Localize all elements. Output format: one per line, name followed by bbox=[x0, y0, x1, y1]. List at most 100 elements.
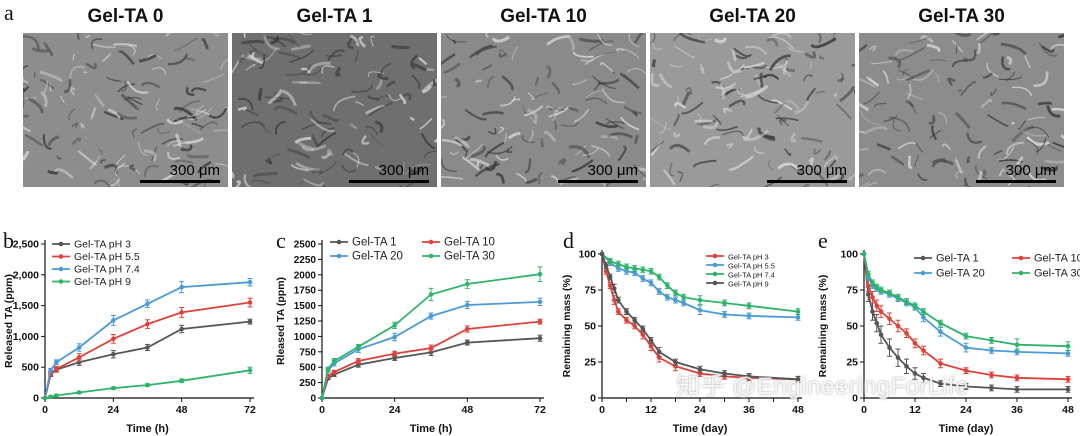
legend-marker bbox=[1018, 255, 1024, 261]
y-axis-label: Remaining mass (%) bbox=[817, 275, 829, 378]
data-point bbox=[648, 268, 654, 274]
x-axis-label: Time (day) bbox=[673, 423, 728, 435]
x-tick-label: 24 bbox=[389, 404, 401, 416]
data-point bbox=[428, 345, 434, 351]
data-point bbox=[624, 317, 629, 323]
x-tick-label: 12 bbox=[909, 404, 921, 416]
x-tick-label: 48 bbox=[461, 404, 473, 416]
scale-bar bbox=[140, 180, 220, 183]
sem-title-0: Gel-TA 0 bbox=[87, 6, 164, 27]
data-point bbox=[465, 281, 470, 287]
y-tick-label: 250 bbox=[299, 378, 316, 389]
data-point bbox=[870, 309, 875, 314]
data-point bbox=[624, 264, 629, 270]
data-point bbox=[640, 332, 646, 337]
sem-title-3: Gel-TA 20 bbox=[709, 6, 796, 27]
data-point bbox=[697, 307, 703, 313]
y-tick-label: 2,000 bbox=[13, 269, 39, 281]
y-axis-label: Rleased TA (ppm) bbox=[275, 277, 287, 365]
data-point bbox=[611, 286, 617, 291]
data-point bbox=[356, 344, 361, 350]
y-tick-label: 100 bbox=[578, 249, 596, 261]
data-point bbox=[963, 345, 969, 350]
data-point bbox=[179, 284, 184, 290]
legend-label: Gel-TA 30 bbox=[444, 251, 495, 263]
y-tick-label: 2,500 bbox=[13, 239, 39, 251]
data-point bbox=[795, 315, 801, 320]
data-point bbox=[1014, 375, 1020, 381]
data-point bbox=[1065, 387, 1071, 392]
legend-label: Gel-TA 10 bbox=[444, 237, 495, 249]
y-axis-label: Remaining mass (%) bbox=[561, 275, 573, 378]
y-tick-label: 1,500 bbox=[13, 300, 39, 312]
y-tick-label: 1750 bbox=[294, 286, 317, 297]
data-point bbox=[963, 384, 969, 389]
sem-title-2: Gel-TA 10 bbox=[500, 6, 587, 27]
data-point bbox=[465, 302, 470, 308]
sem-micrograph-2: 300 μm bbox=[441, 33, 646, 187]
data-point bbox=[648, 280, 654, 286]
x-tick-label: 0 bbox=[42, 404, 48, 416]
data-point bbox=[746, 374, 752, 379]
data-point bbox=[616, 309, 621, 314]
data-point bbox=[878, 309, 884, 314]
y-tick-label: 75 bbox=[584, 285, 596, 297]
legend-marker bbox=[920, 270, 926, 276]
data-point bbox=[989, 338, 994, 343]
data-point bbox=[54, 359, 59, 365]
data-point bbox=[795, 309, 801, 314]
x-tick-label: 36 bbox=[1011, 404, 1023, 416]
data-point bbox=[392, 351, 397, 356]
data-point bbox=[938, 381, 943, 386]
data-point bbox=[746, 313, 752, 319]
data-point bbox=[632, 266, 637, 271]
data-point bbox=[247, 367, 253, 373]
data-point bbox=[904, 299, 909, 304]
scale-bar-label: 300 μm bbox=[378, 162, 429, 179]
data-point bbox=[681, 294, 686, 300]
data-point bbox=[54, 366, 59, 372]
data-point bbox=[912, 340, 918, 346]
data-point bbox=[861, 251, 867, 257]
data-point bbox=[722, 371, 727, 376]
panel-letter-b: b bbox=[3, 228, 14, 253]
data-point bbox=[179, 378, 184, 384]
legend-label: Gel-TA 20 bbox=[936, 268, 985, 280]
legend-label: Gel-TA pH 3 bbox=[74, 239, 131, 251]
legend-marker bbox=[428, 239, 434, 245]
legend-marker bbox=[712, 271, 718, 277]
panel-letter-d: d bbox=[563, 228, 574, 253]
sem-micrograph-4: 300 μm bbox=[859, 33, 1064, 187]
legend-marker bbox=[712, 280, 718, 286]
panel-letter-a: a bbox=[4, 0, 14, 25]
y-tick-label: 1000 bbox=[294, 332, 317, 343]
data-point bbox=[624, 309, 629, 314]
y-tick-label: 750 bbox=[299, 347, 316, 358]
data-point bbox=[537, 319, 543, 324]
data-point bbox=[537, 335, 543, 341]
data-point bbox=[111, 385, 116, 391]
data-point bbox=[111, 336, 116, 342]
data-point bbox=[603, 263, 609, 268]
data-point bbox=[963, 368, 969, 373]
y-tick-label: 1,000 bbox=[13, 331, 39, 343]
data-point bbox=[681, 300, 686, 306]
data-point bbox=[865, 283, 871, 288]
x-axis-label: Time (day) bbox=[939, 423, 994, 435]
chart-d-mass-ph: 0 25 50 75 100 0 12 24 36 48 Time (day) Remaining m… bbox=[561, 249, 804, 436]
legend-label: Gel-TA 1 bbox=[352, 237, 397, 249]
sem-title-1: Gel-TA 1 bbox=[296, 6, 373, 27]
data-point bbox=[632, 317, 637, 323]
legend-label: Gel-TA 1 bbox=[936, 253, 979, 265]
data-point bbox=[878, 332, 884, 337]
legend-marker bbox=[428, 253, 434, 259]
data-point bbox=[54, 393, 59, 398]
data-point bbox=[179, 310, 184, 315]
data-point bbox=[392, 323, 397, 328]
y-tick-label: 50 bbox=[846, 321, 858, 333]
y-tick-label: 0 bbox=[852, 393, 858, 405]
x-tick-label: 72 bbox=[244, 404, 256, 416]
data-point bbox=[673, 297, 678, 303]
data-point bbox=[392, 334, 397, 340]
sem-micrograph-0: 300 μm bbox=[23, 33, 228, 187]
